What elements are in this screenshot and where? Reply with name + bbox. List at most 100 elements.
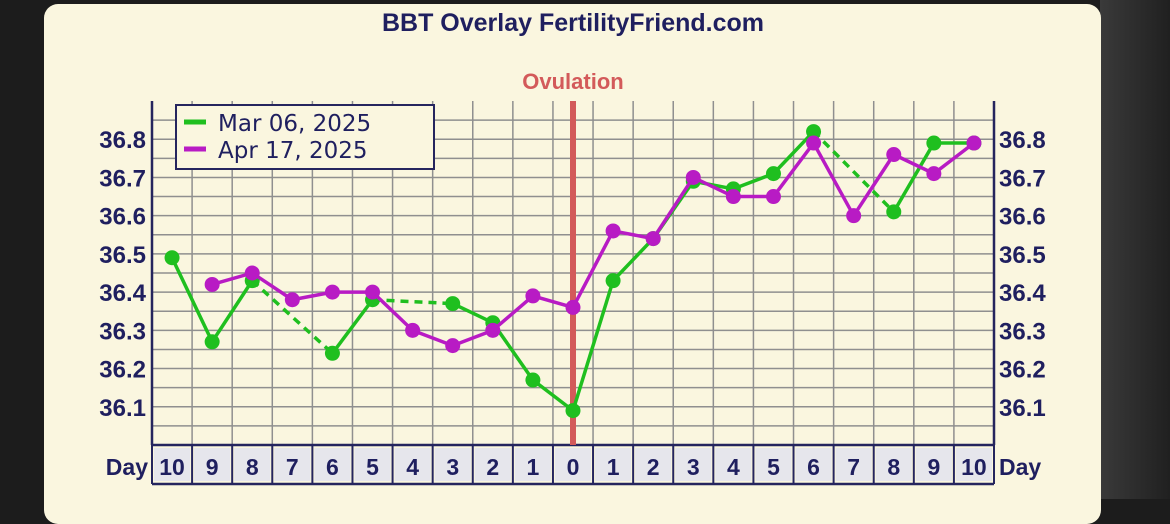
series-2-point [645, 231, 661, 247]
x-tick-label: 7 [847, 454, 860, 480]
day-cell [234, 448, 271, 481]
series-1-point [525, 372, 541, 388]
series-2-point [725, 189, 741, 205]
day-cell [394, 448, 431, 481]
series-1-point [324, 345, 340, 361]
x-tick-label: 6 [807, 454, 820, 480]
series-2-point [365, 284, 381, 300]
day-cell [755, 448, 792, 481]
x-tick-label: 6 [326, 454, 339, 480]
y-tick-label-right: 36.5 [999, 242, 1046, 269]
y-tick-label-left: 36.7 [99, 165, 146, 192]
x-tick-label: 5 [366, 454, 379, 480]
x-tick-label: 1 [607, 454, 620, 480]
x-tick-label: 10 [159, 454, 185, 480]
series-2-point [926, 166, 942, 182]
x-tick-label: 3 [446, 454, 459, 480]
x-tick-label: 4 [406, 454, 419, 480]
series-2-segment [932, 141, 976, 176]
series-2-point [244, 265, 260, 281]
y-tick-label-right: 36.3 [999, 318, 1046, 345]
series-2-point [324, 284, 340, 300]
series-2-point [405, 322, 421, 338]
day-cell [434, 448, 471, 481]
day-cell [675, 448, 712, 481]
x-tick-label: 4 [727, 454, 740, 480]
series-1-gap-segment [251, 279, 334, 355]
series-2-segment [571, 230, 615, 309]
series-2-point [605, 223, 621, 239]
legend-box [175, 104, 435, 170]
series-2-point [685, 169, 701, 185]
day-cell [274, 448, 311, 481]
x-tick-label: 2 [486, 454, 499, 480]
series-1-segment [331, 298, 374, 355]
day-cell [635, 448, 672, 481]
y-tick-label-left: 36.5 [99, 242, 146, 269]
chart-title: BBT Overlay FertilityFriend.com [382, 9, 764, 37]
day-cell [554, 448, 592, 481]
window-edge-shadow [1100, 0, 1170, 499]
day-cell [795, 448, 832, 481]
chart-panel: BBT Overlay FertilityFriend.com Ovulatio… [44, 4, 1101, 524]
series-2-point [204, 276, 220, 292]
x-tick-label: 2 [647, 454, 660, 480]
series-1-gap-segment [812, 130, 895, 214]
series-2-point [806, 135, 822, 151]
day-cell [955, 448, 992, 481]
x-tick-label: 9 [206, 454, 219, 480]
series-1-point [806, 124, 822, 140]
series-2-point [886, 147, 902, 163]
series-1-segment [892, 142, 936, 213]
x-tick-label: 1 [527, 454, 540, 480]
x-tick-label: 9 [927, 454, 940, 480]
bbt-overlay-chart: BBT Overlay FertilityFriend.com Ovulatio… [99, 9, 1046, 486]
series-1-segment [611, 237, 655, 282]
series-2-segment [371, 290, 414, 332]
x-tick-label: 8 [887, 454, 900, 480]
y-tick-label-left: 36.1 [99, 395, 146, 422]
series-1-point [926, 135, 942, 151]
series-1-segment [170, 256, 214, 343]
x-tick-label: 7 [286, 454, 299, 480]
series-2-point [846, 208, 862, 224]
series-2-segment [651, 176, 695, 240]
series-1-point [164, 250, 180, 266]
legend-label: Mar 06, 2025 [218, 111, 371, 137]
day-cell [715, 448, 752, 481]
y-tick-label-right: 36.4 [999, 280, 1046, 307]
series-1-segment [210, 279, 254, 343]
series-2-point [765, 189, 781, 205]
series-2-segment [251, 271, 294, 302]
series-2-point [525, 288, 541, 304]
series-1-point [565, 403, 581, 419]
y-tick-label-right: 36.6 [999, 204, 1046, 231]
series-2-segment [491, 294, 535, 332]
series-2-point [485, 322, 501, 338]
ovulation-label: Ovulation [522, 69, 623, 94]
y-tick-label-right: 36.7 [999, 165, 1046, 192]
y-tick-label-right: 36.1 [999, 395, 1046, 422]
day-cell [314, 448, 351, 481]
x-tick-label: 0 [567, 454, 580, 480]
series-1-point [605, 273, 621, 289]
series-2-point [565, 299, 581, 315]
x-tick-label: 10 [961, 454, 987, 480]
day-cell [354, 448, 391, 481]
legend-label: Apr 17, 2025 [218, 138, 368, 164]
y-tick-label-left: 36.4 [99, 280, 146, 307]
series-2-segment [772, 141, 815, 198]
series-1-segment [772, 130, 815, 175]
day-cell [194, 448, 231, 481]
series-1-point [445, 296, 461, 312]
series-2-segment [852, 153, 896, 217]
day-cell [514, 448, 551, 481]
x-axis-label-right: Day [999, 454, 1041, 480]
day-cell [875, 448, 912, 481]
x-tick-label: 8 [246, 454, 259, 480]
x-tick-label: 5 [767, 454, 780, 480]
series-2-segment [812, 142, 856, 217]
series-2-point [284, 292, 300, 308]
y-tick-label-left: 36.3 [99, 318, 146, 345]
y-tick-label-left: 36.2 [99, 357, 146, 384]
